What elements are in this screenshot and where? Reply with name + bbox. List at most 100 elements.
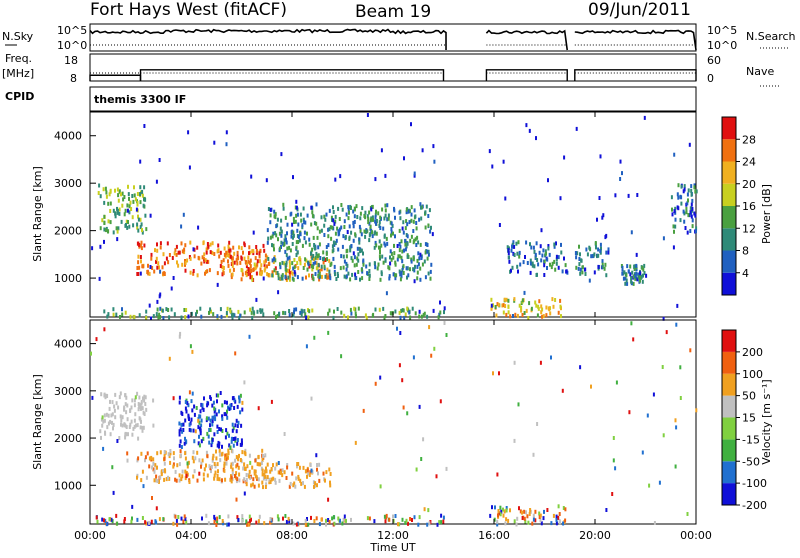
scatter-cell <box>415 226 418 231</box>
scatter-cell <box>641 279 644 284</box>
scatter-cell <box>408 209 411 214</box>
scatter-cell <box>296 464 298 469</box>
scatter-cell <box>212 312 215 317</box>
scatter-cell <box>536 258 539 262</box>
scatter-cell <box>615 380 618 385</box>
scatter-cell <box>399 216 402 221</box>
scatter-cell <box>112 422 115 427</box>
scatter-cell <box>413 268 416 273</box>
scatter-cell <box>262 485 264 490</box>
scatter-cell <box>219 458 222 463</box>
scatter-cell <box>116 208 119 213</box>
scatter-cell <box>100 417 103 422</box>
scatter-cell <box>191 408 194 413</box>
scatter-cell <box>152 398 155 403</box>
scatter-cell <box>547 244 550 248</box>
scatter-cell <box>220 452 223 457</box>
scatter-cell <box>355 314 357 319</box>
scatter-cell <box>153 269 156 274</box>
scatter-cell <box>532 245 535 250</box>
scatter-cell <box>172 464 175 469</box>
scatter-cell <box>165 256 168 261</box>
scatter-cell <box>283 261 286 266</box>
scatter-cell <box>227 514 230 519</box>
scatter-cell <box>237 420 240 425</box>
scatter-cell <box>277 237 279 242</box>
scatter-cell <box>139 425 142 430</box>
scatter-cell <box>521 298 524 303</box>
scatter-cell <box>144 197 147 202</box>
scatter-cell <box>340 225 343 230</box>
scatter-cell <box>128 224 131 229</box>
scatter-cell <box>550 521 553 526</box>
scatter-cell <box>288 309 291 313</box>
scatter-cell <box>442 515 445 520</box>
scatter-cell <box>423 259 426 264</box>
scatter-cell <box>371 215 374 220</box>
scatter-cell <box>118 207 121 212</box>
scatter-cell <box>148 520 151 525</box>
scatter-cell <box>211 458 214 463</box>
scatter-cell <box>359 211 362 216</box>
scatter-cell <box>123 517 126 521</box>
scatter-cell <box>226 400 228 405</box>
beam-label: Beam 19 <box>355 2 431 22</box>
scatter-cell <box>226 306 229 311</box>
scatter-cell <box>315 453 318 458</box>
scatter-cell <box>114 214 117 219</box>
scatter-cell <box>179 331 182 336</box>
scatter-cell <box>247 522 250 527</box>
scatter-cell <box>258 514 261 519</box>
scatter-cell <box>584 272 587 276</box>
scatter-cell <box>326 267 329 272</box>
scatter-cell <box>353 263 356 268</box>
scatter-cell <box>143 412 146 416</box>
scatter-cell <box>516 264 519 269</box>
scatter-cell <box>282 310 285 315</box>
scatter-cell <box>428 208 431 213</box>
scatter-cell <box>501 303 504 308</box>
scatter-cell <box>273 268 276 273</box>
scatter-cell <box>303 230 306 235</box>
scatter-cell <box>424 242 427 247</box>
scatter-cell <box>222 271 225 276</box>
scatter-cell <box>316 226 319 231</box>
scatter-cell <box>394 276 397 281</box>
noise-sky-series <box>574 29 697 51</box>
scatter-cell <box>141 228 143 233</box>
scatter-cell <box>327 311 330 316</box>
scatter-cell <box>368 516 371 521</box>
scatter-cell <box>339 266 342 271</box>
scatter-cell <box>266 255 269 260</box>
scatter-cell <box>270 399 273 404</box>
scatter-cell <box>132 199 135 204</box>
scatter-cell <box>223 400 226 405</box>
scatter-cell <box>153 469 156 474</box>
scatter-cell <box>138 265 141 270</box>
scatter-cell <box>281 260 284 265</box>
scatter-cell <box>334 241 337 246</box>
scatter-cell <box>505 517 508 522</box>
scatter-cell <box>291 242 294 246</box>
scatter-cell <box>383 216 386 221</box>
scatter-cell <box>127 432 129 437</box>
scatter-cell <box>314 481 317 486</box>
scatter-cell <box>140 419 142 424</box>
scatter-cell <box>225 142 228 147</box>
scatter-cell <box>388 276 391 281</box>
scatter-cell <box>126 403 129 408</box>
scatter-cell <box>690 192 693 197</box>
scatter-cell <box>305 344 308 349</box>
scatter-cell <box>427 252 430 257</box>
scatter-cell <box>300 218 303 223</box>
scatter-cell <box>166 241 169 246</box>
scatter-cell <box>502 303 505 308</box>
scatter-cell <box>246 464 249 469</box>
scatter-cell <box>358 240 361 245</box>
scatter-cell <box>277 470 280 475</box>
scatter-cell <box>349 277 352 282</box>
scatter-cell <box>261 468 264 473</box>
scatter-cell <box>179 427 182 432</box>
scatter-cell <box>230 464 233 469</box>
